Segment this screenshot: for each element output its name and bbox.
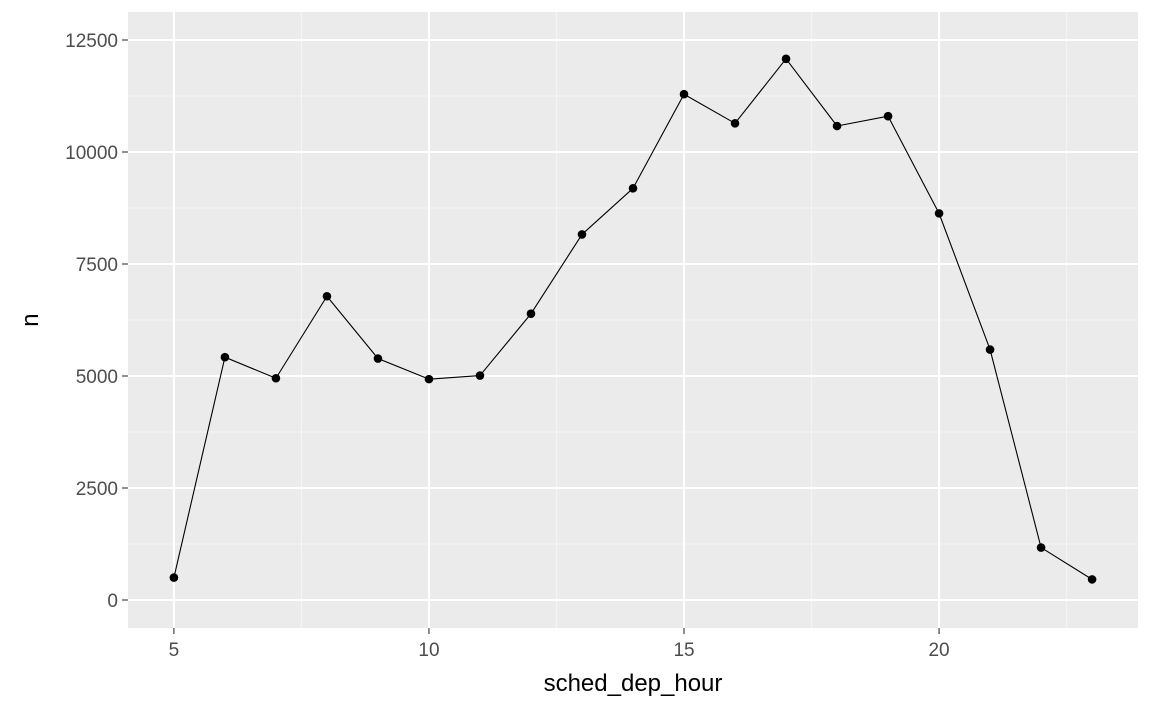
y-tick-label: 10000	[65, 143, 118, 164]
data-point	[781, 54, 791, 64]
data-point	[1036, 543, 1046, 552]
y-tick-label: 7500	[76, 255, 118, 276]
data-point	[1087, 575, 1097, 584]
data-point	[985, 345, 995, 354]
data-point	[832, 121, 842, 131]
y-tick-label: 12500	[65, 31, 118, 52]
x-tick-label: 15	[673, 640, 694, 661]
y-axis: 0 2500 5000 7500 10000 12500	[65, 31, 128, 612]
data-point	[577, 230, 587, 239]
data-point	[628, 183, 638, 193]
y-tick-label: 0	[107, 591, 118, 612]
data-point	[934, 209, 944, 218]
series-layer	[169, 54, 1097, 584]
data-point	[322, 291, 332, 301]
x-axis: 5 10 15 20	[169, 628, 950, 661]
y-tick-label: 2500	[76, 479, 118, 500]
minor-gridlines	[128, 12, 1138, 628]
y-axis-title: n	[17, 313, 44, 326]
data-point	[730, 119, 740, 128]
data-point	[271, 373, 281, 383]
x-axis-title: sched_dep_hour	[544, 670, 723, 697]
data-point	[883, 111, 893, 121]
x-tick-label: 5	[169, 640, 180, 661]
data-point	[220, 352, 230, 362]
data-point	[169, 573, 179, 582]
data-point	[679, 89, 689, 99]
data-point	[526, 309, 536, 319]
data-point	[475, 371, 485, 380]
y-tick-label: 5000	[76, 367, 118, 388]
x-tick-label: 20	[928, 640, 949, 661]
data-point	[373, 354, 383, 363]
major-gridlines	[128, 12, 1138, 628]
data-point	[424, 374, 434, 384]
x-tick-label: 10	[418, 640, 439, 661]
